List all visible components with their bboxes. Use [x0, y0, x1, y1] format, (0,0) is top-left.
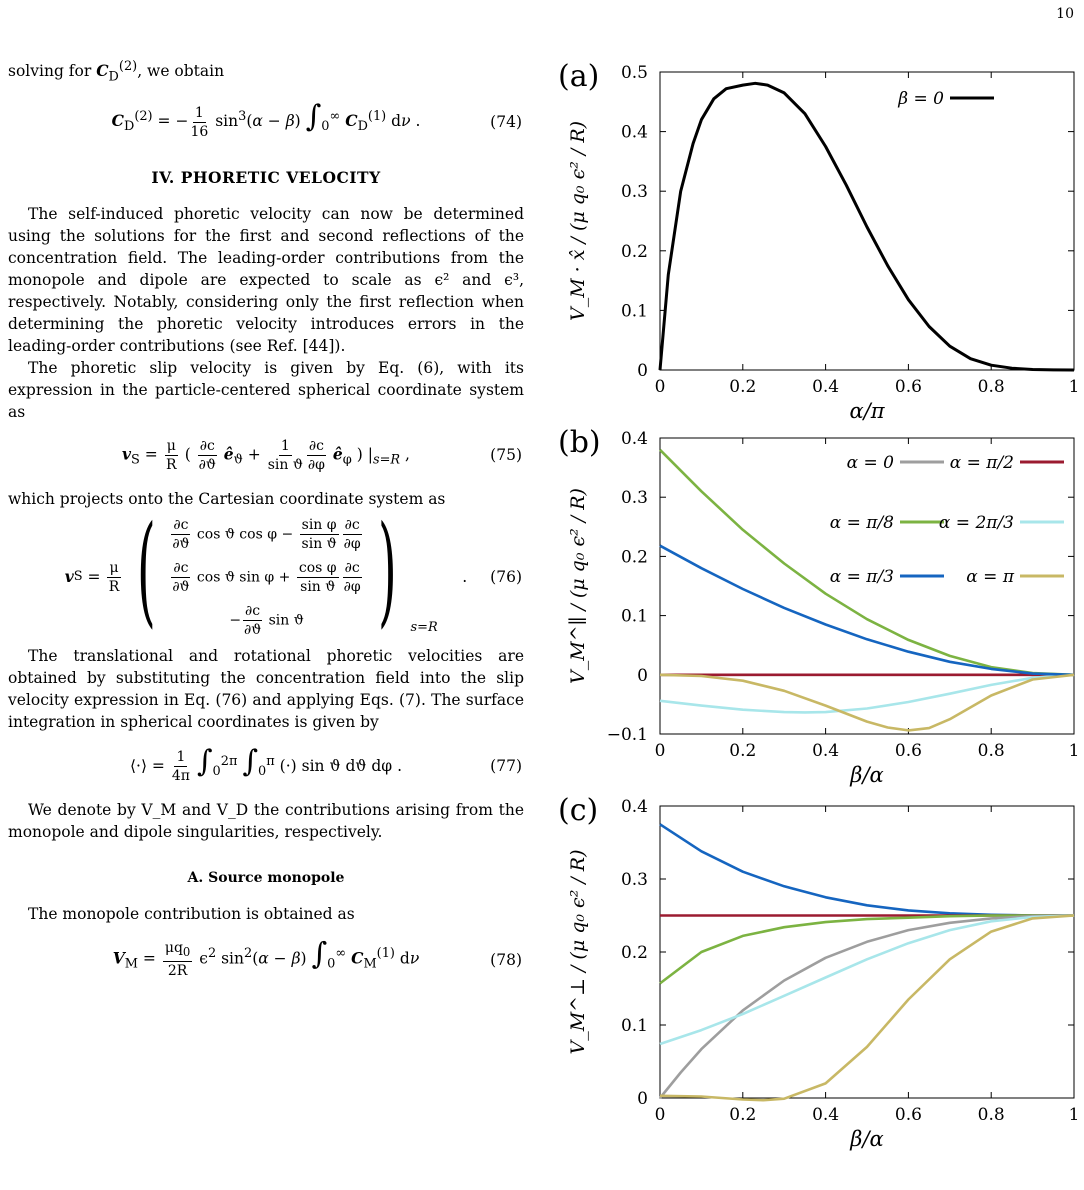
legend-label: α = π [966, 567, 1015, 587]
equation-number: (78) [490, 950, 522, 969]
y-tick-label: 0.2 [621, 242, 648, 262]
series-line [659, 673, 1075, 732]
equation-74: CD(2) = −1 16 sin3(α − β) ∫0∞ CD(1) dν . … [111, 99, 522, 140]
page-number: 10 [1056, 6, 1074, 22]
x-tick-label: 0 [655, 1105, 666, 1125]
x-tick-label: 1 [1069, 741, 1080, 761]
x-axis-label: α/π [849, 399, 885, 423]
paragraph: We denote by V_M and V_D the contributio… [8, 801, 524, 842]
panel-label: (b) [558, 425, 601, 460]
series-line [659, 823, 1074, 917]
y-tick-label: 0.2 [621, 547, 648, 567]
paragraph: The translational and rotational phoreti… [8, 646, 524, 731]
x-tick-label: 0.8 [978, 377, 1005, 397]
paragraph: The phoretic slip velocity is given by E… [8, 358, 524, 421]
x-tick-label: 0.6 [895, 741, 922, 761]
series-line [659, 673, 1075, 714]
y-tick-label: 0.4 [621, 797, 648, 817]
x-tick-label: 0 [655, 741, 666, 761]
x-tick-label: 0.4 [812, 741, 839, 761]
y-tick-label: 0.4 [621, 429, 648, 449]
equation-number: (75) [490, 446, 522, 465]
y-tick-label: 0.3 [621, 870, 648, 890]
y-tick-label: 0.3 [621, 182, 648, 202]
y-tick-label: 0.1 [621, 301, 648, 321]
x-tick-label: 0.2 [729, 1105, 756, 1125]
intro-sentence: solving for CD(2), we obtain [8, 59, 225, 85]
legend-label: α = π/2 [950, 453, 1014, 473]
equation-number: (76) [490, 568, 522, 587]
x-tick-label: 0.6 [895, 1105, 922, 1125]
subsection-title: A. Source monopole [187, 870, 345, 887]
x-tick-label: 0.8 [978, 1105, 1005, 1125]
x-tick-label: 0.2 [729, 741, 756, 761]
x-axis-label: β/α [849, 1127, 883, 1151]
plot-frame-a [659, 71, 1075, 371]
y-axis-label: V_M^∥ / (μ q₀ ϵ² / R) [567, 488, 589, 684]
series-line [658, 81, 1075, 372]
legend-label: α = π/8 [830, 513, 894, 533]
equation-number: (77) [490, 757, 522, 775]
series-line [659, 448, 1075, 677]
legend-label: α = 0 [847, 453, 895, 473]
equation-77: ⟨·⟩ = 1 4π ∫02π ∫0π (·) sin ϑ dϑ dφ . (77… [129, 743, 522, 785]
series-line [659, 914, 1075, 1102]
plot-frame-b [659, 437, 1075, 735]
x-tick-label: 0.6 [895, 377, 922, 397]
y-tick-label: 0.1 [621, 607, 648, 627]
x-tick-label: 1 [1069, 377, 1080, 397]
y-tick-label: 0 [637, 1089, 648, 1109]
x-tick-label: 0.4 [812, 1105, 839, 1125]
text-column: solving for CD(2), we obtain CD(2) = −1 1… [8, 56, 524, 990]
y-axis-label: V_M^⊥ / (μ q₀ ϵ² / R) [567, 849, 589, 1054]
series-line [659, 914, 1074, 985]
x-tick-label: 0 [655, 377, 666, 397]
series-line [658, 914, 1075, 1099]
x-tick-label: 0.4 [812, 377, 839, 397]
y-tick-label: 0.4 [621, 123, 648, 143]
y-tick-label: 0 [637, 361, 648, 381]
paragraph: The self-induced phoretic velocity can n… [8, 204, 524, 355]
paragraph: which projects onto the Cartesian coordi… [8, 489, 446, 508]
x-axis-label: β/α [849, 763, 883, 787]
y-tick-label: −0.1 [607, 725, 648, 745]
legend-label: β = 0 [897, 89, 944, 109]
x-tick-label: 0.2 [729, 377, 756, 397]
panel-label: (a) [558, 59, 599, 94]
legend-label: α = π/3 [830, 567, 894, 587]
y-axis-label: V_M · x̂ / (μ q₀ ϵ² / R) [567, 121, 589, 321]
series-line [659, 914, 1075, 1046]
y-tick-label: 0.1 [621, 1016, 648, 1036]
plot-frame-c [659, 805, 1075, 1099]
figure: (a) 0 0.1 0.2 0.3 0.4 0.5 0 0.2 0.4 0.6 0.8 1 α/π V_M … [558, 59, 1080, 1151]
paragraph: The monopole contribution is obtained as [28, 905, 355, 924]
y-tick-label: 0.5 [621, 63, 648, 83]
panel-label: (c) [558, 793, 598, 828]
x-tick-label: 1 [1069, 1105, 1080, 1125]
y-tick-label: 0 [637, 666, 648, 686]
series-line [659, 544, 1075, 677]
equation-78: VM = μq0 2R ϵ2 sin2(α − β) ∫0∞ CM(1) dν (… [112, 936, 522, 980]
y-tick-label: 0.3 [621, 488, 648, 508]
y-tick-label: 0.2 [621, 943, 648, 963]
x-tick-label: 0.8 [978, 741, 1005, 761]
legend-label: α = 2π/3 [939, 513, 1014, 533]
equation-number: (74) [490, 112, 522, 131]
section-title: IV. PHORETIC VELOCITY [151, 167, 381, 187]
